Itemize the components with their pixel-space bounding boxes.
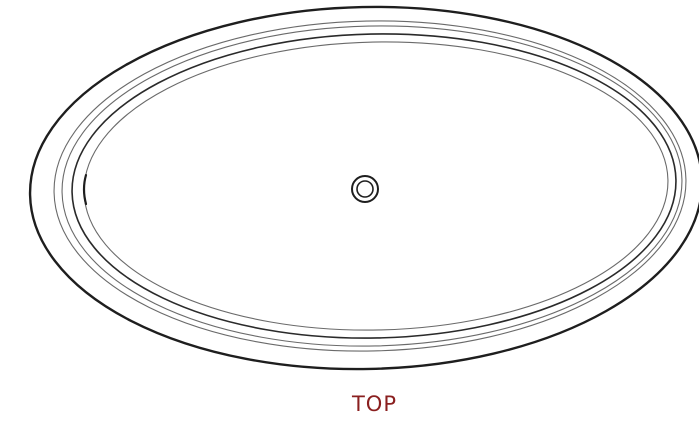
tub-outer-rim xyxy=(28,5,699,371)
view-label: TOP xyxy=(351,392,398,416)
overflow-slot-mark xyxy=(82,173,88,206)
tub-rim-inner-edge xyxy=(61,25,683,347)
tub-basin-outline xyxy=(71,33,677,339)
tub-rim-edge xyxy=(53,20,687,352)
drain-inner-ring xyxy=(356,180,374,198)
bathtub-top-view-drawing xyxy=(28,5,699,371)
